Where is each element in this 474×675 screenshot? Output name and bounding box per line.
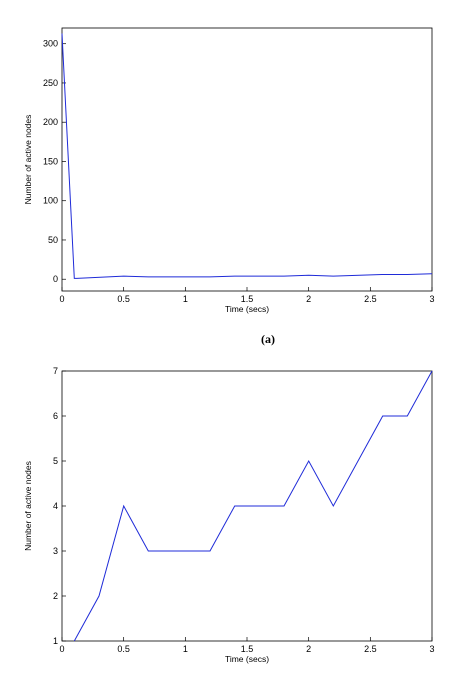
y-tick-label: 200	[43, 117, 58, 127]
x-tick-label: 3	[429, 294, 434, 304]
y-tick-label: 300	[43, 39, 58, 49]
y-tick-label: 3	[53, 546, 58, 556]
y-tick-label: 1	[53, 636, 58, 646]
y-tick-label: 2	[53, 591, 58, 601]
chart-a-y-axis-label: Number of active nodes	[23, 115, 33, 205]
x-tick-label: 3	[429, 644, 434, 654]
y-tick-label: 250	[43, 78, 58, 88]
x-tick-label: 2.5	[364, 644, 377, 654]
x-tick-label: 1.5	[241, 294, 254, 304]
chart-a-x-axis-label: Time (secs)	[225, 304, 269, 314]
x-tick-label: 2	[306, 294, 311, 304]
x-tick-label: 1.5	[241, 644, 254, 654]
y-tick-label: 5	[53, 456, 58, 466]
chart-b: 0 0.5 1 1.5 2 2.5 3 1 2 3 4 5 6 7 Time (secs) Number …	[23, 366, 435, 664]
y-tick-label: 0	[53, 274, 58, 284]
x-tick-label: 0	[59, 644, 64, 654]
y-tick-label: 100	[43, 196, 58, 206]
x-tick-label: 1	[183, 644, 188, 654]
y-tick-label: 6	[53, 411, 58, 421]
y-tick-label: 7	[53, 366, 58, 376]
y-tick-label: 4	[53, 501, 58, 511]
chart-b-ticks: 0 0.5 1 1.5 2 2.5 3 1 2 3 4 5 6 7	[53, 366, 435, 654]
chart-b-y-axis-label: Number of active nodes	[23, 461, 33, 551]
chart-a-caption: (a)	[261, 332, 275, 346]
chart-b-series-line	[73, 370, 433, 642]
y-tick-label: 150	[43, 156, 58, 166]
x-tick-label: 2	[306, 644, 311, 654]
chart-a: 0 0.5 1 1.5 2 2.5 3 0 50 100 150 200 250 300 Time (se…	[23, 27, 435, 346]
chart-a-axes-box	[61, 27, 433, 292]
chart-a-series-line	[61, 33, 433, 279]
x-tick-label: 0.5	[117, 644, 130, 654]
x-tick-label: 0.5	[117, 294, 130, 304]
x-tick-label: 0	[59, 294, 64, 304]
chart-a-ticks: 0 0.5 1 1.5 2 2.5 3 0 50 100 150 200 250 300	[43, 39, 435, 304]
x-tick-label: 2.5	[364, 294, 377, 304]
y-tick-label: 50	[48, 235, 58, 245]
chart-b-x-axis-label: Time (secs)	[225, 654, 269, 664]
x-tick-label: 1	[183, 294, 188, 304]
